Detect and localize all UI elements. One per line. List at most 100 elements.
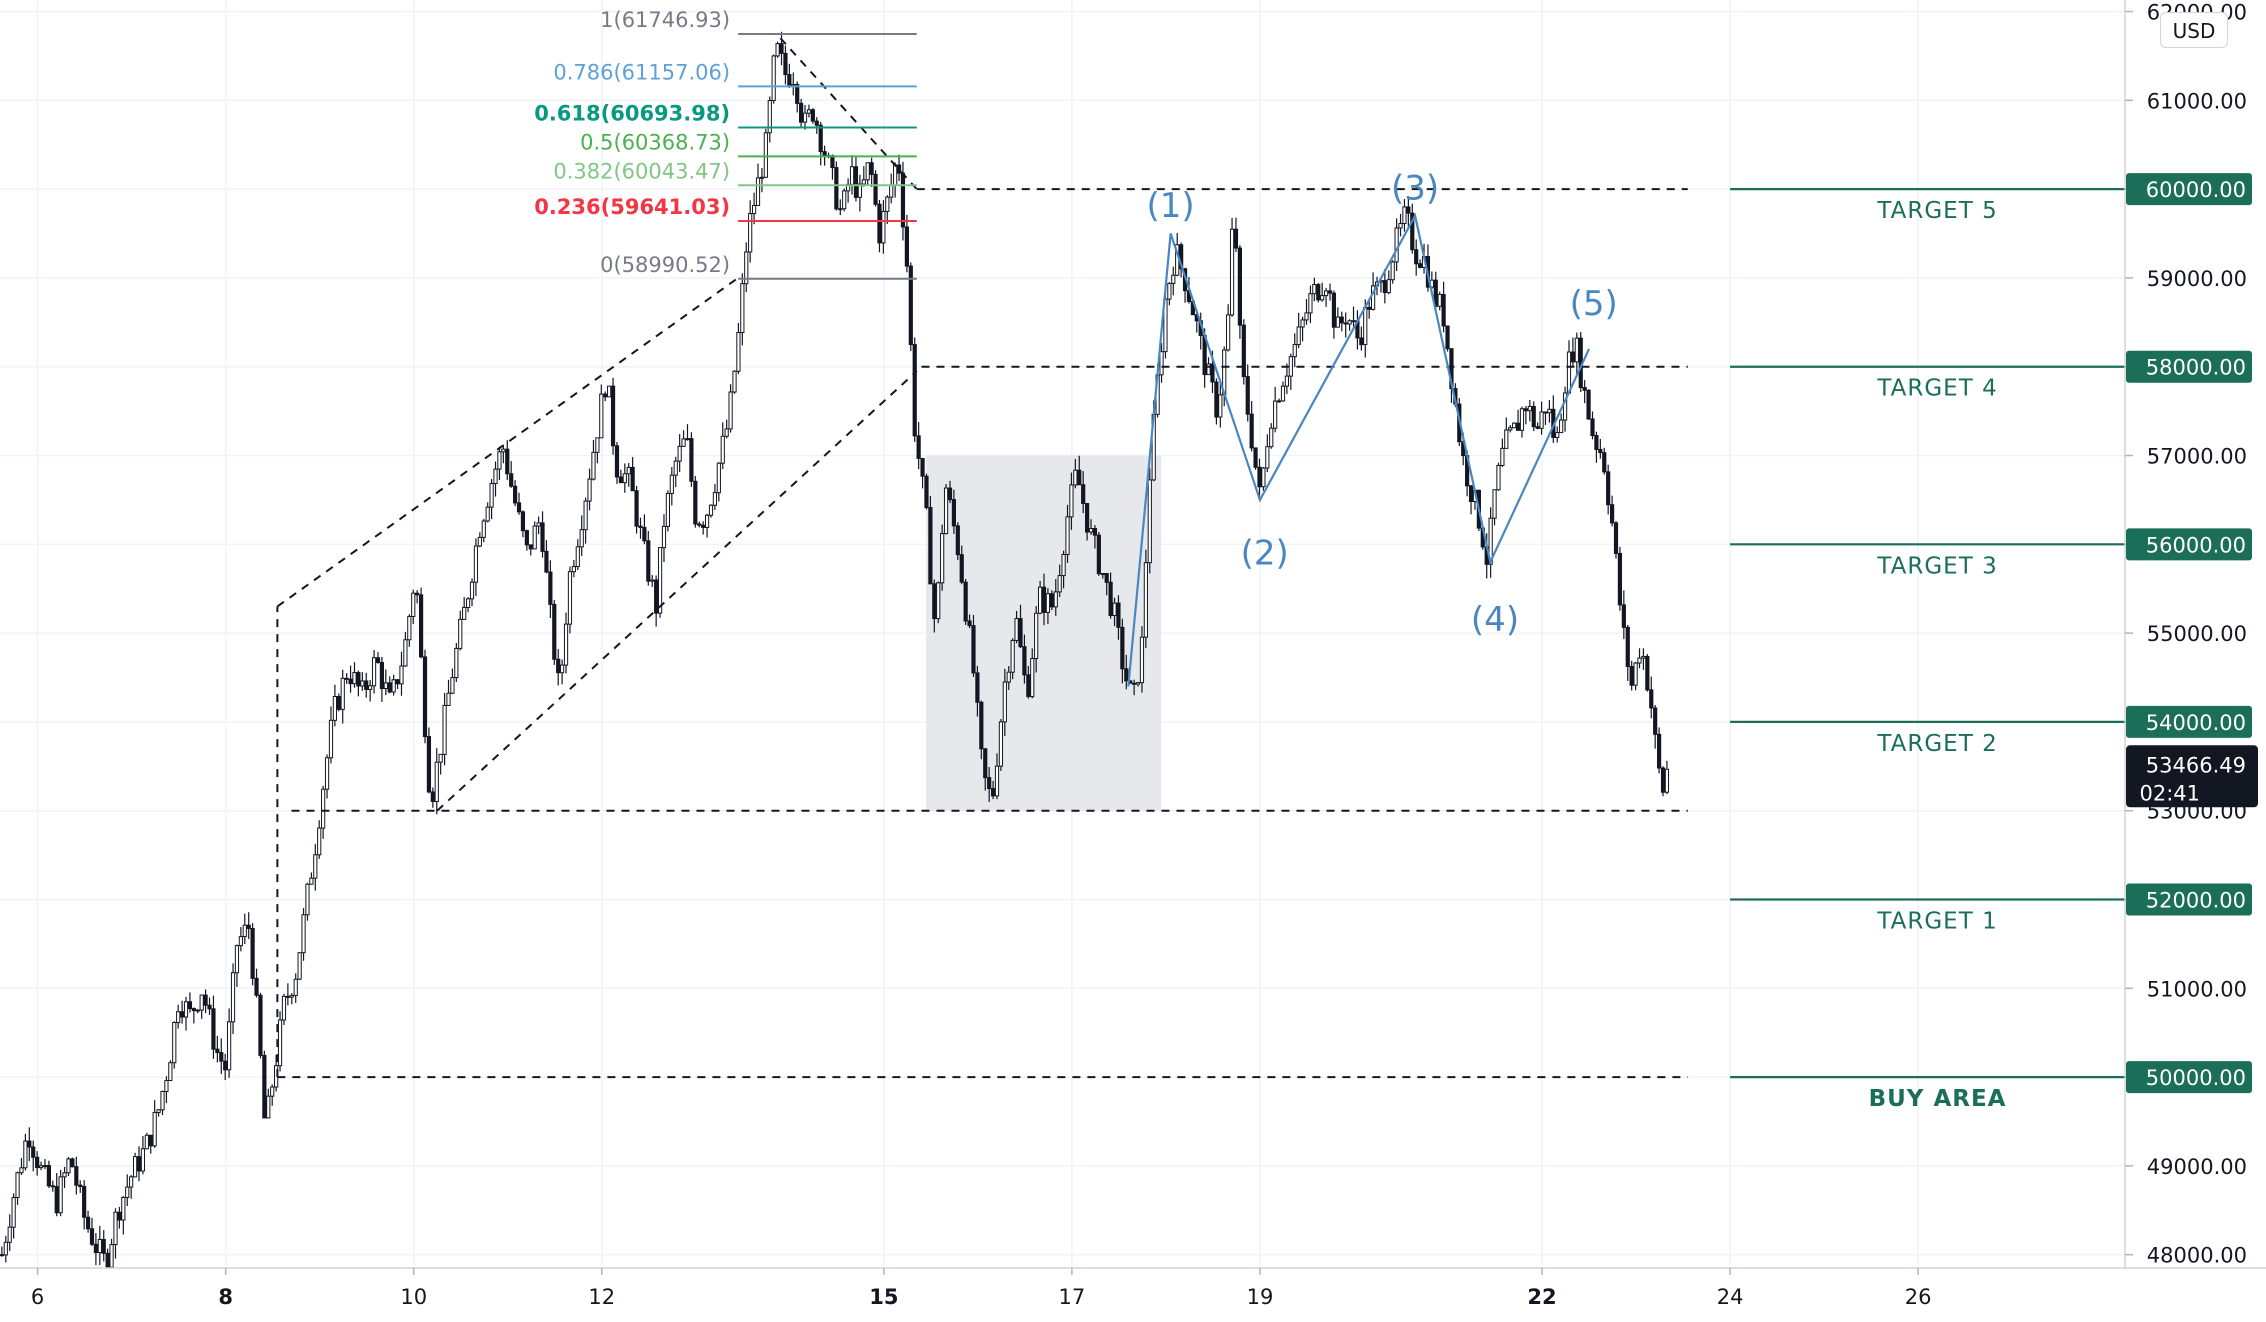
candle-body bbox=[544, 550, 549, 573]
candle-body bbox=[681, 438, 686, 447]
candle-body bbox=[642, 526, 647, 542]
candle-body bbox=[1171, 274, 1176, 284]
wave-label: (3) bbox=[1391, 168, 1439, 208]
candle-body bbox=[78, 1184, 83, 1187]
candle-body bbox=[1112, 602, 1117, 617]
candle-body bbox=[1594, 435, 1599, 450]
candle-body bbox=[630, 466, 635, 492]
candle-body bbox=[1343, 322, 1348, 325]
x-tick-label: 24 bbox=[1717, 1285, 1744, 1309]
candle-body bbox=[751, 204, 757, 215]
y-tick-label: 55000.00 bbox=[2147, 622, 2247, 646]
candle-body bbox=[990, 788, 996, 797]
candle-body bbox=[1496, 464, 1501, 491]
candle-body bbox=[1010, 639, 1015, 673]
candle-body bbox=[575, 546, 580, 568]
candle-body bbox=[454, 647, 459, 679]
candle-body bbox=[1606, 471, 1611, 506]
candle-body bbox=[861, 179, 866, 185]
candle-body bbox=[109, 1244, 114, 1268]
candle-body bbox=[1437, 293, 1442, 307]
candle-body bbox=[583, 500, 588, 531]
candle-body bbox=[113, 1211, 118, 1246]
candle-body bbox=[661, 525, 667, 549]
candle-body bbox=[368, 685, 373, 690]
candle-body bbox=[1492, 489, 1497, 519]
candle-body bbox=[838, 208, 843, 211]
candle-body bbox=[806, 109, 812, 114]
buy-area-label: BUY AREA bbox=[1869, 1086, 2007, 1112]
candle-body bbox=[132, 1156, 138, 1178]
candle-body bbox=[571, 566, 576, 573]
target-price-tag[interactable] bbox=[2126, 173, 2252, 206]
time-scale-background[interactable] bbox=[0, 1268, 2266, 1322]
candle-body bbox=[172, 1022, 177, 1064]
candle-body bbox=[1347, 320, 1352, 325]
fibonacci-retracement[interactable]: 1(61746.93) 0.786(61157.06) 0.618(60693.98… bbox=[534, 8, 917, 280]
candle-body bbox=[767, 100, 772, 134]
current-price-tag[interactable] bbox=[2126, 745, 2258, 808]
candle-body bbox=[1641, 655, 1646, 659]
x-tick-label: 26 bbox=[1905, 1285, 1932, 1309]
candle-body bbox=[626, 466, 631, 475]
candle-body bbox=[1621, 604, 1626, 628]
candle-body bbox=[563, 623, 569, 666]
descending-trend-line[interactable] bbox=[779, 37, 918, 190]
candle-body bbox=[1410, 212, 1415, 251]
candle-body bbox=[607, 385, 612, 398]
channel-line[interactable] bbox=[436, 370, 918, 812]
candle-body bbox=[462, 606, 467, 620]
elliott-wave-count[interactable]: (1) (2) (3) (4) (5) bbox=[1127, 168, 1618, 687]
candle-body bbox=[179, 1011, 185, 1018]
wave-label: (4) bbox=[1471, 600, 1519, 640]
candle-body bbox=[877, 203, 882, 244]
candle-body bbox=[1006, 671, 1011, 683]
candle-body bbox=[799, 102, 804, 123]
target-price-tag[interactable] bbox=[2126, 883, 2252, 916]
candle-body bbox=[1081, 484, 1086, 504]
target-price-tag[interactable] bbox=[2126, 705, 2252, 738]
consolidation-box[interactable] bbox=[926, 455, 1162, 811]
candle-body bbox=[336, 696, 341, 710]
candle-body bbox=[1656, 733, 1662, 769]
wave-label: (5) bbox=[1570, 284, 1618, 324]
channel-line[interactable] bbox=[276, 277, 739, 608]
candle-body bbox=[270, 1086, 275, 1097]
candle-body bbox=[712, 492, 718, 506]
target-price-tag[interactable] bbox=[2126, 350, 2252, 383]
candle-body bbox=[93, 1243, 99, 1254]
candle-body bbox=[477, 536, 482, 547]
y-tick-label: 57000.00 bbox=[2147, 445, 2247, 469]
candle-body bbox=[669, 474, 674, 494]
candle-body bbox=[1304, 312, 1309, 321]
candle-body bbox=[309, 877, 314, 885]
candle-body bbox=[1280, 385, 1286, 402]
candle-body bbox=[556, 658, 561, 674]
target-label: TARGET 5 bbox=[1876, 198, 1997, 224]
candle-body bbox=[164, 1080, 169, 1092]
candle-body bbox=[289, 994, 294, 998]
candle-body bbox=[148, 1134, 153, 1147]
candle-body bbox=[418, 594, 424, 658]
candle-body bbox=[1625, 626, 1630, 668]
candle-body bbox=[195, 1009, 200, 1012]
candle-body bbox=[587, 478, 592, 502]
target-price-tag-text: 52000.00 bbox=[2146, 888, 2246, 912]
candle-body bbox=[900, 172, 906, 228]
price-scale-background[interactable] bbox=[2125, 0, 2266, 1322]
target-price-tag[interactable] bbox=[2126, 1061, 2252, 1094]
candle-body bbox=[701, 524, 706, 528]
target-price-tag[interactable] bbox=[2126, 528, 2252, 561]
candle-body bbox=[125, 1186, 130, 1198]
candle-body bbox=[1351, 320, 1356, 323]
candle-body bbox=[140, 1148, 146, 1172]
candle-body bbox=[955, 525, 960, 556]
candle-body bbox=[438, 753, 443, 763]
candle-body bbox=[1143, 562, 1148, 638]
currency-selector[interactable]: USD bbox=[2160, 12, 2228, 48]
candle-body bbox=[716, 462, 721, 494]
candle-body bbox=[548, 571, 553, 605]
candle-body bbox=[1077, 469, 1082, 486]
candle-body bbox=[1073, 469, 1078, 486]
